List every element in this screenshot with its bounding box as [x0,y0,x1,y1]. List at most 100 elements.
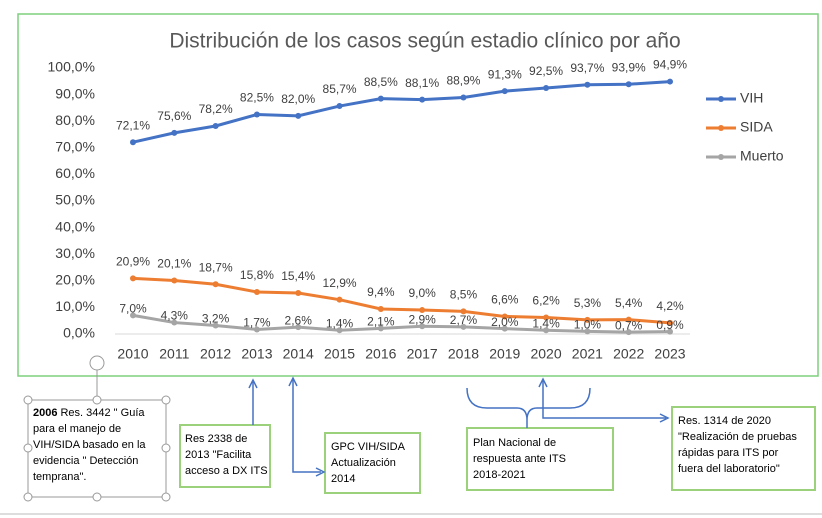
annotation-text: "Realización de pruebas [678,431,797,443]
point [667,319,673,326]
point [625,316,632,323]
note-box [671,406,816,491]
x-tick-label: 2020 [530,346,561,362]
annotation-text: Plan Nacional de [473,437,556,449]
x-tick-label: 2010 [117,346,148,362]
point [377,305,384,312]
point [130,275,136,282]
point [419,323,426,330]
point [543,314,550,321]
data-label: 94,9% [653,58,687,72]
data-label: 78,2% [199,102,233,116]
point [171,319,178,326]
y-tick-label: 90,0% [55,85,95,101]
annotation-shapes: 2006 Res. 3442 " Guía para el manejo de VIH… [23,355,816,502]
point [501,313,508,320]
y-tick-label: 0,0% [63,325,95,341]
point [253,326,260,333]
point [253,288,260,295]
point [501,88,508,95]
data-label: 1,4% [532,316,560,330]
arrows [248,376,670,477]
data-label: 1,0% [574,318,602,332]
point [130,139,136,146]
series-line [132,80,671,144]
point [377,95,384,102]
legend-marker [718,125,724,131]
data-label: 15,8% [240,268,274,282]
data-label: 8,5% [450,288,478,302]
point [295,290,302,297]
note-box [466,427,614,491]
annotation-text: GPC VIH/SIDA [331,441,406,453]
annotation-line: Res. 3442 " Guía [60,407,145,419]
y-tick-label: 40,0% [55,218,95,234]
data-label: 20,1% [157,257,191,271]
selected-box [27,399,167,498]
x-tick-label: 2013 [241,346,272,362]
resize-handles [23,395,171,502]
point [584,328,591,335]
y-tick-label: 50,0% [55,192,95,208]
data-label: 85,7% [323,82,357,96]
data-label: 82,0% [281,92,315,106]
point [212,122,219,129]
x-tick-label: 2019 [489,346,520,362]
y-tick-label: 100,0% [48,59,95,75]
x-tick-label: 2017 [407,346,438,362]
x-tick-label: 2018 [448,346,479,362]
y-tick-label: 80,0% [55,112,95,128]
point [584,81,591,88]
y-tick-label: 20,0% [55,272,95,288]
data-label: 2,1% [367,315,395,329]
data-label: 82,5% [240,91,274,105]
point [460,323,467,330]
chart-frame [17,13,819,377]
annotation-text: para el manejo de [33,423,121,435]
point [667,328,673,335]
series-line [132,276,671,325]
point [295,112,302,119]
point [625,81,632,88]
data-label: 4,3% [161,309,189,323]
x-tick-label: 2016 [365,346,396,362]
annotation-text: 2006 Res. 3442 " Guía [33,407,145,419]
annotation-text: evidencia " Detección [33,455,138,467]
y-tick-label: 30,0% [55,245,95,261]
annotation-year: 2006 [33,407,57,419]
data-label: 2,9% [408,312,436,326]
annotation-text: temprana". [33,471,86,483]
data-label: 2,0% [491,315,519,329]
data-label: 18,7% [199,260,233,274]
data-label: 9,0% [408,286,436,300]
data-label: 0,9% [656,318,684,332]
point [212,281,219,288]
data-label: 6,2% [532,294,560,308]
point [336,103,343,110]
point [460,308,467,315]
data-label: 1,7% [243,316,271,330]
data-label: 6,6% [491,293,519,307]
annotation-text: respuesta ante ITS [473,453,566,465]
y-tick-label: 70,0% [55,139,95,155]
annotation-text: Res 2338 de [185,433,247,445]
annotation-text: fuera del laboratorio" [678,463,780,475]
annotation-text: Res. 1314 de 2020 [678,415,771,427]
data-label: 20,9% [116,255,150,269]
data-label: 5,3% [574,296,602,310]
x-tick-label: 2023 [654,346,685,362]
annotation-text: 2018-2021 [473,469,526,481]
data-label: 88,5% [364,75,398,89]
data-label: 2,7% [450,313,478,327]
point [460,94,467,101]
data-label: 15,4% [281,269,315,283]
data-label: 5,4% [615,296,643,310]
point [336,296,343,303]
data-label: 0,7% [615,318,643,332]
rotate-handle [89,355,105,371]
note-box [179,424,271,488]
legend-label: VIH [740,90,763,106]
data-label: 3,2% [202,312,230,326]
data-label: 9,4% [367,285,395,299]
